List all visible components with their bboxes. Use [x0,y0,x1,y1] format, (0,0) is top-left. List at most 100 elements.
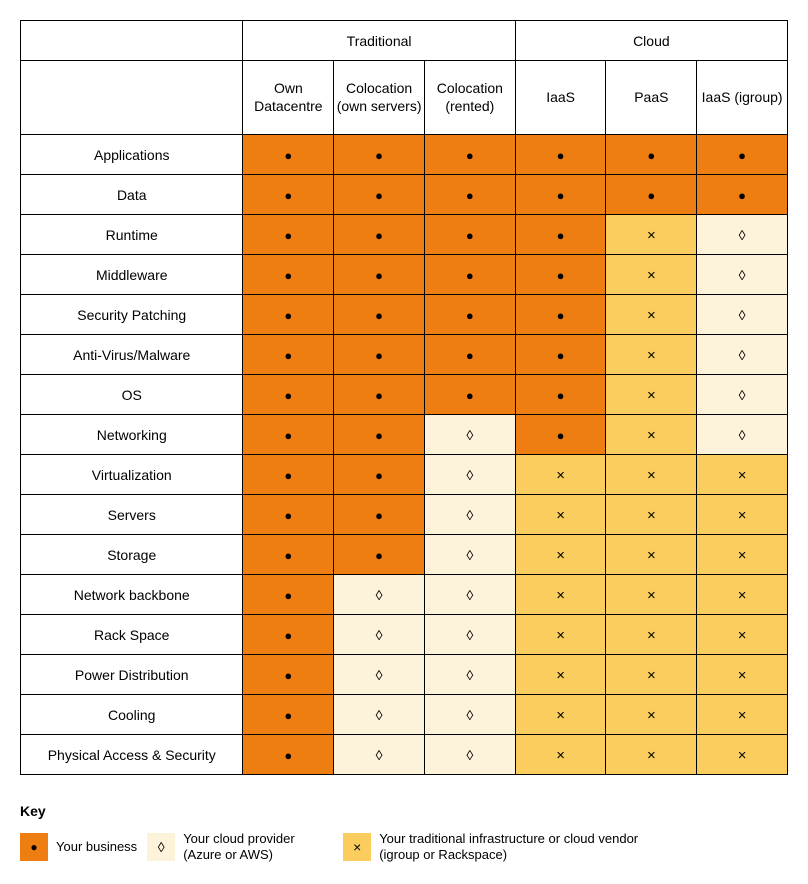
matrix-cell: ◊ [697,295,788,335]
vendor-icon: × [556,508,565,523]
business-icon: ● [284,389,292,402]
provider-icon: ◊ [376,588,383,602]
business-icon: ● [557,429,565,442]
table-row: Applications●●●●●● [21,135,788,175]
matrix-cell: ● [515,175,606,215]
matrix-cell: ● [334,415,425,455]
provider-icon: ◊ [466,708,473,722]
business-icon: ● [557,309,565,322]
business-icon: ● [375,349,383,362]
table-row: Data●●●●●● [21,175,788,215]
legend: Key ●Your business◊Your cloud provider (… [20,803,788,864]
vendor-icon: × [556,668,565,683]
business-icon: ● [375,189,383,202]
matrix-cell: ◊ [424,695,515,735]
table-row: Middleware●●●●×◊ [21,255,788,295]
business-icon: ● [284,629,292,642]
table-body: Applications●●●●●●Data●●●●●●Runtime●●●●×… [21,135,788,775]
vendor-icon: × [647,588,656,603]
legend-label: Your traditional infrastructure or cloud… [379,831,679,864]
matrix-cell: ● [243,655,334,695]
matrix-cell: × [515,455,606,495]
matrix-cell: ● [334,135,425,175]
matrix-cell: × [515,535,606,575]
business-icon: ● [375,229,383,242]
vendor-icon: × [647,348,656,363]
matrix-cell: ◊ [424,415,515,455]
legend-item: ● Your business [20,833,137,861]
vendor-icon: × [738,748,747,763]
matrix-cell: × [515,695,606,735]
matrix-cell: × [606,335,697,375]
provider-icon: ◊ [466,468,473,482]
business-icon: ● [284,309,292,322]
provider-icon: ◊ [376,668,383,682]
provider-icon: ◊ [466,628,473,642]
business-icon: ● [284,149,292,162]
matrix-cell: × [697,575,788,615]
matrix-cell: × [515,575,606,615]
table-row: Networking●●◊●×◊ [21,415,788,455]
vendor-icon: × [647,428,656,443]
row-label: Networking [21,415,243,455]
vendor-icon: × [353,839,361,855]
matrix-cell: ● [515,255,606,295]
table-row: Security Patching●●●●×◊ [21,295,788,335]
matrix-cell: ◊ [334,655,425,695]
matrix-cell: ◊ [697,255,788,295]
business-icon: ● [466,309,474,322]
matrix-cell: ◊ [424,495,515,535]
matrix-cell: ● [243,535,334,575]
row-label: Runtime [21,215,243,255]
business-icon: ● [557,189,565,202]
matrix-cell: ◊ [424,575,515,615]
matrix-cell: ◊ [334,735,425,775]
matrix-cell: × [515,495,606,535]
table-head: TraditionalCloud Own DatacentreColocatio… [21,21,788,135]
business-icon: ● [284,429,292,442]
matrix-cell: ● [243,575,334,615]
matrix-cell: ● [334,495,425,535]
matrix-cell: ◊ [697,215,788,255]
provider-icon: ◊ [466,588,473,602]
column-header: Colocation (rented) [424,61,515,135]
matrix-cell: × [515,735,606,775]
matrix-cell: × [606,495,697,535]
business-swatch: ● [20,833,48,861]
vendor-icon: × [647,748,656,763]
legend-label: Your business [56,839,137,855]
vendor-icon: × [556,468,565,483]
business-icon: ● [466,269,474,282]
business-icon: ● [466,149,474,162]
vendor-icon: × [647,628,656,643]
matrix-cell: ● [243,415,334,455]
business-icon: ● [375,549,383,562]
provider-icon: ◊ [739,308,746,322]
provider-icon: ◊ [158,839,165,855]
provider-icon: ◊ [739,268,746,282]
vendor-icon: × [647,668,656,683]
matrix-cell: ● [243,495,334,535]
matrix-cell: × [606,695,697,735]
business-icon: ● [375,309,383,322]
matrix-cell: ● [515,335,606,375]
business-icon: ● [284,749,292,762]
matrix-cell: × [697,495,788,535]
provider-icon: ◊ [376,708,383,722]
table-row: Power Distribution●◊◊××× [21,655,788,695]
business-icon: ● [284,669,292,682]
legend-row: ●Your business◊Your cloud provider (Azur… [20,831,788,864]
row-label: Rack Space [21,615,243,655]
vendor-icon: × [647,548,656,563]
responsibility-matrix-table: TraditionalCloud Own DatacentreColocatio… [20,20,788,775]
table-row: Runtime●●●●×◊ [21,215,788,255]
matrix-cell: ● [424,255,515,295]
matrix-cell: ● [334,535,425,575]
row-label: Data [21,175,243,215]
matrix-cell: × [606,215,697,255]
business-icon: ● [375,509,383,522]
matrix-cell: ● [243,375,334,415]
matrix-cell: × [606,455,697,495]
business-icon: ● [738,149,746,162]
corner-header [21,21,243,61]
